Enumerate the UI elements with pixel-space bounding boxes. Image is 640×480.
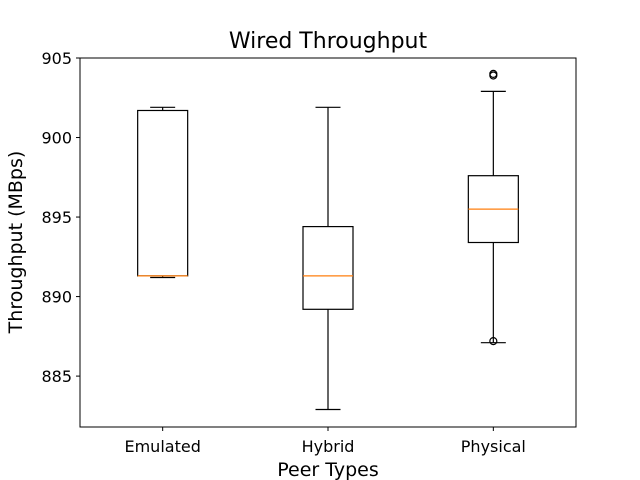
y-tick-label: 895: [41, 208, 72, 227]
hybrid-box: [302, 225, 354, 310]
y-tick-label: 890: [41, 288, 72, 307]
y-axis-label: Throughput (MBps): [5, 151, 27, 335]
y-tick-label: 885: [41, 367, 72, 386]
x-tick-label: Emulated: [124, 437, 200, 456]
y-tick-label: 900: [41, 129, 72, 148]
y-axis-ticks: 885 890 895 900 905: [41, 49, 80, 386]
chart-title: Wired Throughput: [229, 29, 428, 54]
physical-outlier: [489, 337, 498, 346]
x-axis-ticks: Emulated Hybrid Physical: [124, 427, 526, 456]
physical-outlier: [489, 69, 498, 79]
x-tick-label: Physical: [461, 437, 526, 456]
y-tick-label: 905: [41, 49, 72, 68]
chart-marks: [137, 69, 519, 411]
plot-frame: [79, 57, 577, 428]
x-tick-label: Hybrid: [302, 437, 355, 456]
x-axis-label: Peer Types: [277, 459, 379, 480]
